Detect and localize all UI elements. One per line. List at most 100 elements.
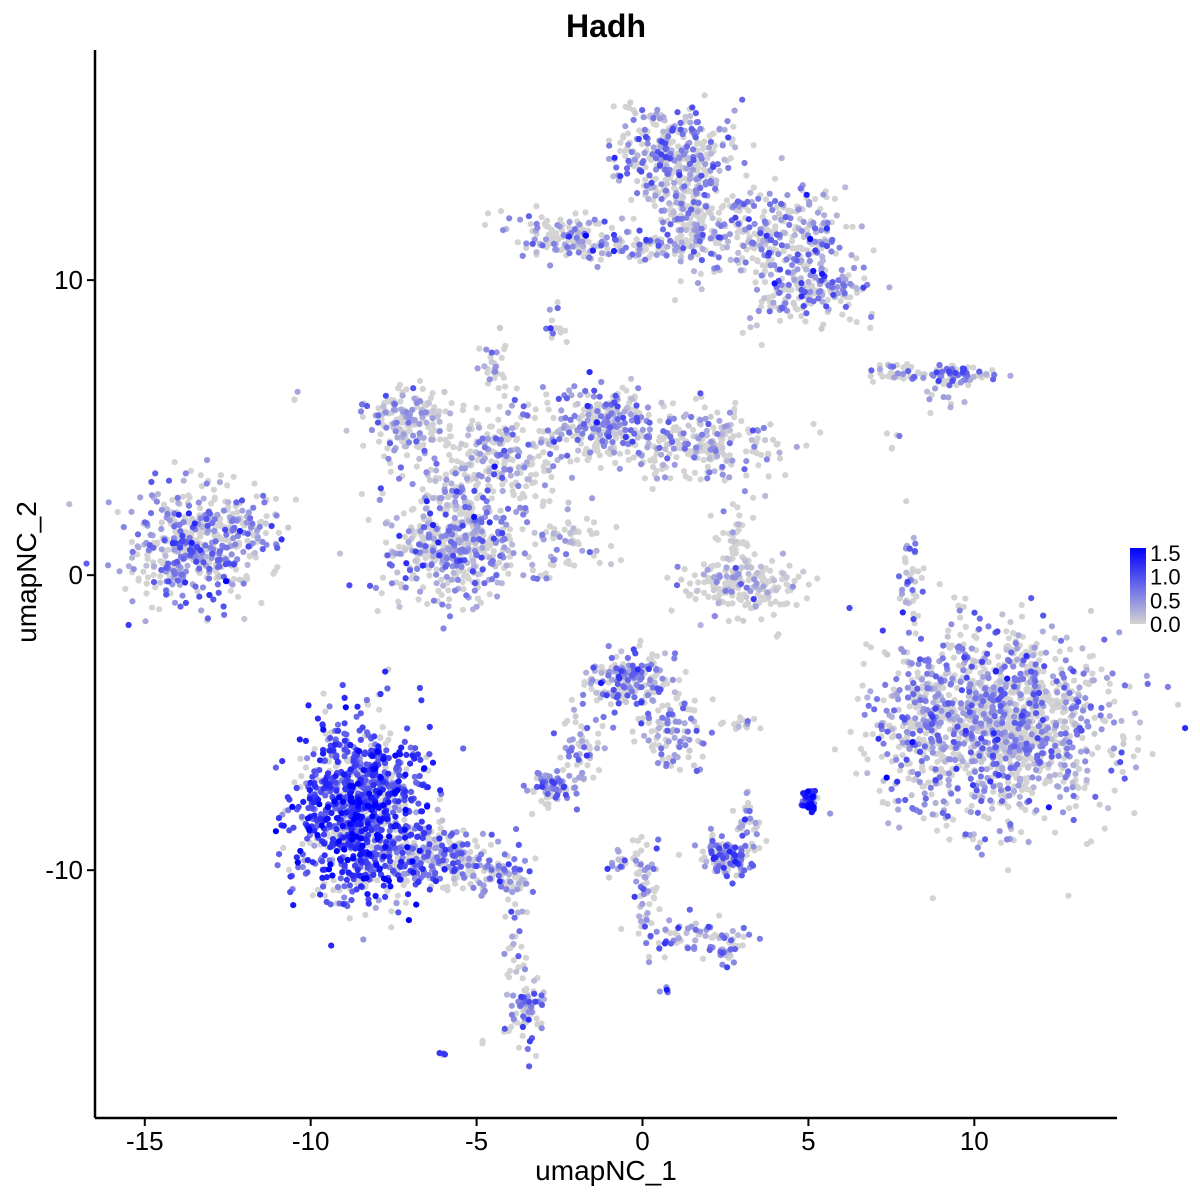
- cell-point: [671, 184, 678, 192]
- cell-point: [658, 399, 665, 406]
- cell-point: [379, 724, 386, 731]
- cell-point: [1111, 787, 1118, 794]
- cell-point: [672, 718, 679, 725]
- cell-point: [638, 141, 646, 148]
- cell-point: [425, 400, 432, 407]
- cell-point: [787, 313, 794, 320]
- cell-point: [379, 490, 386, 497]
- cell-point: [937, 765, 945, 773]
- cell-point: [976, 679, 983, 687]
- cell-point: [701, 579, 708, 586]
- cell-point: [967, 809, 975, 816]
- cell-point: [484, 369, 491, 376]
- cell-point: [514, 886, 521, 893]
- cell-point: [1040, 668, 1047, 675]
- cell-point: [540, 449, 547, 456]
- cell-point: [664, 574, 671, 581]
- cell-point: [739, 822, 746, 829]
- cell-point: [1120, 740, 1127, 747]
- cell-point: [861, 750, 868, 757]
- cell-point: [470, 557, 477, 565]
- cell-point: [615, 856, 622, 863]
- cell-point: [793, 601, 800, 609]
- cell-point: [436, 495, 443, 502]
- cell-point: [447, 433, 454, 440]
- cell-point: [550, 231, 557, 239]
- cell-point: [711, 594, 718, 601]
- cell-point: [1016, 793, 1023, 800]
- cell-point: [729, 574, 736, 581]
- cell-point: [446, 425, 453, 433]
- cell-point: [497, 208, 505, 215]
- cell-point: [675, 143, 682, 150]
- cell-point: [285, 866, 293, 874]
- cell-point: [742, 558, 749, 565]
- cell-point: [853, 770, 860, 777]
- cell-point: [507, 447, 514, 454]
- cell-point: [509, 933, 516, 940]
- cell-point: [745, 207, 752, 214]
- cell-point: [515, 880, 522, 887]
- cell-point: [486, 591, 493, 598]
- cell-point: [747, 815, 754, 822]
- cell-point: [633, 236, 640, 243]
- cell-point: [645, 959, 653, 966]
- cell-point: [148, 492, 156, 499]
- cell-point: [1014, 645, 1021, 652]
- cell-point: [950, 654, 958, 661]
- cell-point: [157, 579, 164, 586]
- cell-point: [234, 593, 242, 600]
- cell-point: [618, 215, 626, 222]
- cell-point: [378, 590, 385, 597]
- cell-point: [929, 811, 936, 818]
- cell-point: [631, 738, 638, 745]
- cell-point: [945, 691, 953, 699]
- cell-point: [494, 579, 501, 586]
- cell-point: [754, 569, 761, 577]
- cell-point: [1175, 701, 1182, 708]
- cell-point: [776, 449, 783, 456]
- cell-point: [676, 179, 683, 186]
- cell-point: [1038, 709, 1045, 716]
- cell-point: [1030, 652, 1037, 659]
- cell-point: [780, 570, 787, 577]
- cell-point: [531, 529, 538, 536]
- cell-point: [593, 547, 600, 554]
- cell-point: [1096, 801, 1103, 808]
- cell-point: [484, 210, 492, 217]
- cell-point: [912, 630, 919, 637]
- cell-point: [750, 514, 757, 521]
- cell-point: [839, 311, 846, 318]
- cell-point: [731, 107, 738, 114]
- cell-point: [568, 696, 575, 703]
- cell-point: [1031, 644, 1038, 651]
- cell-point: [791, 232, 799, 239]
- cell-point: [707, 150, 715, 157]
- cell-point: [472, 837, 479, 844]
- cell-point: [631, 156, 638, 163]
- cell-point: [929, 749, 937, 756]
- cell-point: [1130, 753, 1137, 760]
- cell-point: [1111, 698, 1118, 705]
- cell-point: [895, 670, 902, 677]
- cell-point: [519, 526, 526, 533]
- cell-point: [637, 637, 644, 645]
- cell-point: [656, 988, 663, 995]
- cell-point: [955, 798, 962, 805]
- cell-point: [484, 476, 491, 483]
- cell-point: [429, 390, 436, 397]
- cell-point: [647, 457, 654, 464]
- cell-point: [415, 596, 422, 603]
- cell-point: [360, 442, 367, 449]
- cell-point: [625, 456, 632, 463]
- cell-point: [508, 425, 516, 432]
- cell-point: [144, 574, 151, 581]
- cell-point: [542, 459, 549, 466]
- cell-point: [700, 212, 708, 219]
- cell-point: [410, 432, 417, 439]
- cell-point: [716, 586, 723, 593]
- cell-point: [512, 874, 519, 881]
- cell-point: [617, 557, 625, 564]
- cell-point: [1094, 744, 1101, 751]
- cell-point: [359, 413, 366, 420]
